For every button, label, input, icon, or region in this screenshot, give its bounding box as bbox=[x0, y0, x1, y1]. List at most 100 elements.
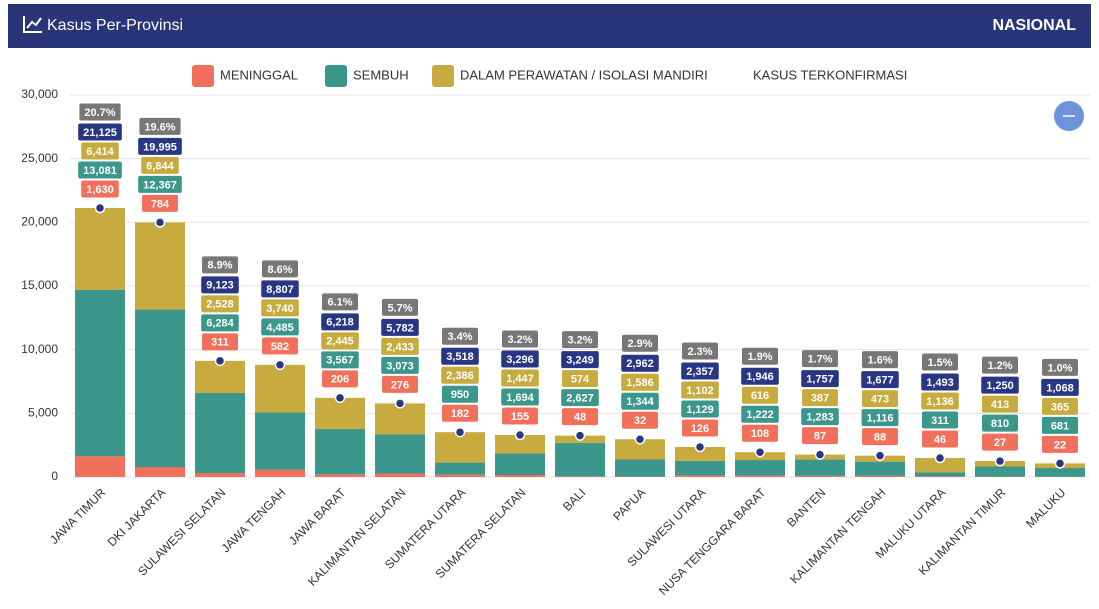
total-point bbox=[934, 452, 946, 464]
total-point bbox=[814, 449, 826, 460]
bar-segment bbox=[915, 472, 965, 477]
data-label-text: 46 bbox=[934, 434, 946, 446]
bar-segment bbox=[135, 467, 185, 477]
bar-segment bbox=[75, 289, 125, 457]
total-point bbox=[694, 441, 706, 453]
data-label-text: 2,445 bbox=[326, 336, 354, 348]
share-label-box bbox=[802, 350, 838, 368]
data-label-box bbox=[982, 395, 1018, 413]
data-label-text: 574 bbox=[571, 374, 590, 386]
data-label-text: 3,073 bbox=[386, 360, 414, 372]
bar-segment bbox=[375, 473, 425, 477]
header-scope: NASIONAL bbox=[992, 17, 1076, 34]
data-label-box bbox=[862, 390, 898, 408]
bar-segment bbox=[735, 475, 785, 477]
total-label-text: 5,782 bbox=[386, 322, 414, 334]
bar-segment bbox=[435, 474, 485, 477]
data-label-text: 2,627 bbox=[566, 393, 594, 405]
data-label-text: 6,414 bbox=[86, 146, 114, 158]
total-label-text: 2,357 bbox=[686, 366, 714, 378]
bar-segment bbox=[135, 309, 185, 468]
bar-segment bbox=[615, 459, 665, 477]
total-label-text: 9,123 bbox=[206, 280, 234, 292]
data-label-box bbox=[202, 333, 238, 351]
data-label-text: 22 bbox=[1054, 439, 1066, 451]
legend-swatch bbox=[432, 65, 454, 87]
share-label-text: 3.2% bbox=[567, 335, 592, 347]
share-label-box bbox=[202, 256, 238, 274]
data-label-box bbox=[201, 295, 239, 313]
data-label-box bbox=[982, 433, 1018, 451]
share-label-text: 1.7% bbox=[807, 354, 832, 366]
data-label-text: 108 bbox=[751, 428, 769, 440]
data-label-box bbox=[501, 369, 539, 387]
bar-segment bbox=[975, 466, 1025, 477]
total-point bbox=[154, 217, 166, 228]
total-point bbox=[94, 202, 106, 214]
x-tick-label: DKI JAKARTA bbox=[105, 485, 169, 549]
total-point bbox=[634, 434, 646, 445]
data-label-text: 182 bbox=[451, 408, 469, 420]
data-label-box bbox=[78, 161, 122, 179]
header-title: Kasus Per-Provinsi bbox=[47, 17, 183, 34]
data-label-text: 1,102 bbox=[686, 385, 714, 397]
total-label-box bbox=[861, 371, 899, 389]
data-label-box bbox=[801, 408, 839, 426]
total-label-text: 1,677 bbox=[866, 375, 894, 387]
y-tick-label: 20,000 bbox=[21, 215, 58, 229]
legend-label: KASUS TERKONFIRMASI bbox=[753, 67, 907, 82]
total-label-text: 2,962 bbox=[626, 358, 654, 370]
total-point bbox=[754, 446, 766, 458]
share-label-text: 5.7% bbox=[387, 302, 412, 314]
data-label-box bbox=[1042, 416, 1078, 434]
bar-segment bbox=[255, 412, 305, 470]
data-label-text: 6,844 bbox=[146, 160, 174, 172]
total-point bbox=[1054, 458, 1066, 469]
data-label-text: 1,586 bbox=[626, 377, 654, 389]
legend-label: DALAM PERAWATAN / ISOLASI MANDIRI bbox=[460, 67, 708, 82]
total-label-box bbox=[621, 354, 659, 372]
data-label-box bbox=[382, 375, 418, 393]
data-label-box bbox=[81, 142, 119, 160]
share-label-box bbox=[562, 331, 598, 349]
total-label-box bbox=[1041, 378, 1079, 396]
bar-segment bbox=[915, 476, 965, 477]
share-label-text: 3.4% bbox=[447, 331, 472, 343]
share-label-box bbox=[862, 351, 898, 369]
data-label-box bbox=[921, 392, 959, 410]
data-label-box bbox=[682, 419, 718, 437]
x-tick-label: JAWA TENGAH bbox=[218, 485, 288, 555]
data-label-text: 1,694 bbox=[506, 392, 534, 404]
share-label-text: 6.1% bbox=[327, 297, 352, 309]
y-tick-label: 0 bbox=[51, 469, 58, 483]
total-label-box bbox=[921, 373, 959, 391]
data-label-text: 87 bbox=[814, 431, 826, 443]
share-label-text: 1.9% bbox=[747, 351, 772, 363]
share-label-text: 2.9% bbox=[627, 338, 652, 350]
total-point bbox=[214, 355, 226, 367]
share-label-text: 8.6% bbox=[267, 264, 292, 276]
data-label-box bbox=[861, 409, 899, 427]
bar-segment bbox=[735, 460, 785, 476]
total-label-box bbox=[501, 350, 539, 368]
total-label-text: 6,218 bbox=[326, 317, 354, 329]
data-label-box bbox=[138, 175, 182, 193]
data-label-box bbox=[982, 414, 1018, 432]
data-label-box bbox=[802, 389, 838, 407]
data-label-text: 155 bbox=[511, 411, 529, 423]
data-label-text: 810 bbox=[991, 418, 1009, 430]
bar-segment bbox=[195, 393, 245, 474]
data-label-box bbox=[201, 314, 239, 332]
data-label-box bbox=[381, 356, 419, 374]
data-label-text: 2,386 bbox=[446, 370, 474, 382]
data-label-text: 1,116 bbox=[867, 413, 894, 425]
share-label-text: 1.2% bbox=[987, 360, 1012, 372]
data-label-text: 88 bbox=[874, 432, 886, 444]
total-label-text: 8,807 bbox=[266, 284, 294, 296]
total-label-text: 1,250 bbox=[986, 380, 1014, 392]
bar-segment bbox=[855, 475, 905, 477]
share-label-box bbox=[442, 327, 478, 345]
total-point bbox=[994, 455, 1006, 467]
data-label-text: 387 bbox=[811, 393, 829, 405]
data-label-text: 1,630 bbox=[86, 184, 114, 196]
